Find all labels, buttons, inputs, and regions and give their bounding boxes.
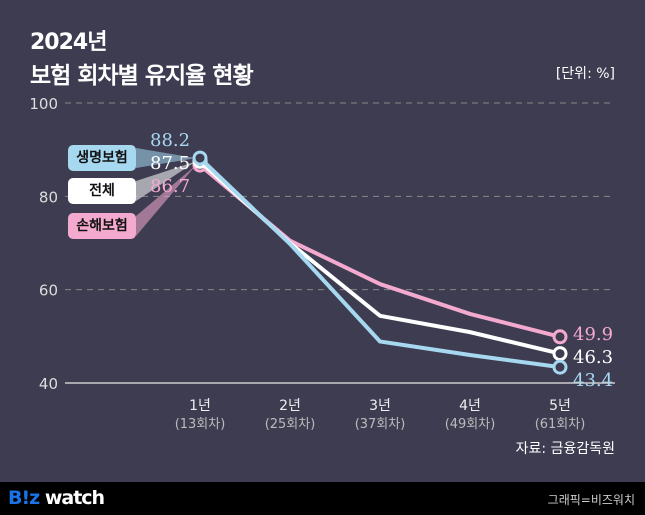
legend-total: 전체	[68, 178, 136, 204]
x-tick-label: 1년	[189, 398, 211, 414]
x-tick-label: 4년	[459, 398, 481, 414]
x-tick-sublabel: (49회차)	[445, 417, 496, 432]
y-tick-label: 60	[39, 282, 58, 300]
series-line-nonlife	[198, 163, 561, 339]
legend-leader	[136, 148, 196, 168]
start-value-life: 88.2	[150, 130, 190, 151]
start-value-total: 87.5	[150, 153, 190, 174]
legend-leader	[136, 165, 196, 236]
x-tick-sublabel: (25회차)	[265, 417, 316, 432]
credit: 그래픽=비즈워치	[547, 493, 635, 507]
legend-life: 생명보험	[68, 145, 136, 171]
x-tick-sublabel: (13회차)	[175, 417, 226, 432]
start-value-nonlife: 86.7	[150, 176, 190, 197]
end-marker-nonlife	[552, 329, 568, 345]
y-tick-label: 40	[39, 375, 58, 393]
page-title: 보험 회차별 유지율 현황	[30, 63, 254, 89]
unit-label: [단위: %]	[555, 66, 615, 82]
end-value-total: 46.3	[573, 347, 613, 368]
x-tick-label: 5년	[549, 398, 571, 414]
end-marker-life	[552, 359, 568, 375]
x-tick-sublabel: (61회차)	[535, 417, 586, 432]
year-heading: 2024년	[30, 30, 107, 55]
end-value-nonlife: 49.9	[573, 324, 613, 345]
source-note: 자료: 금융감독원	[515, 441, 615, 457]
end-marker-total	[552, 346, 568, 362]
footer: B!z watch 그래픽=비즈워치	[0, 482, 645, 515]
legend-nonlife: 손해보험	[68, 213, 136, 239]
end-value-life: 43.4	[573, 370, 613, 391]
logo: B!z watch	[8, 487, 105, 509]
x-tick-sublabel: (37회차)	[355, 417, 406, 432]
y-tick-label: 80	[39, 188, 58, 206]
start-marker-life	[192, 150, 208, 166]
x-tick-label: 3년	[369, 398, 391, 414]
x-tick-label: 2년	[279, 398, 301, 414]
series-line-life	[198, 156, 561, 370]
y-tick-label: 100	[29, 95, 58, 113]
chart: 40 60 80 100 1년 (13회차) 2년 (25회차) 3년 (37회차) 4년 (49회차…	[29, 95, 615, 432]
legend-leader	[136, 161, 196, 201]
